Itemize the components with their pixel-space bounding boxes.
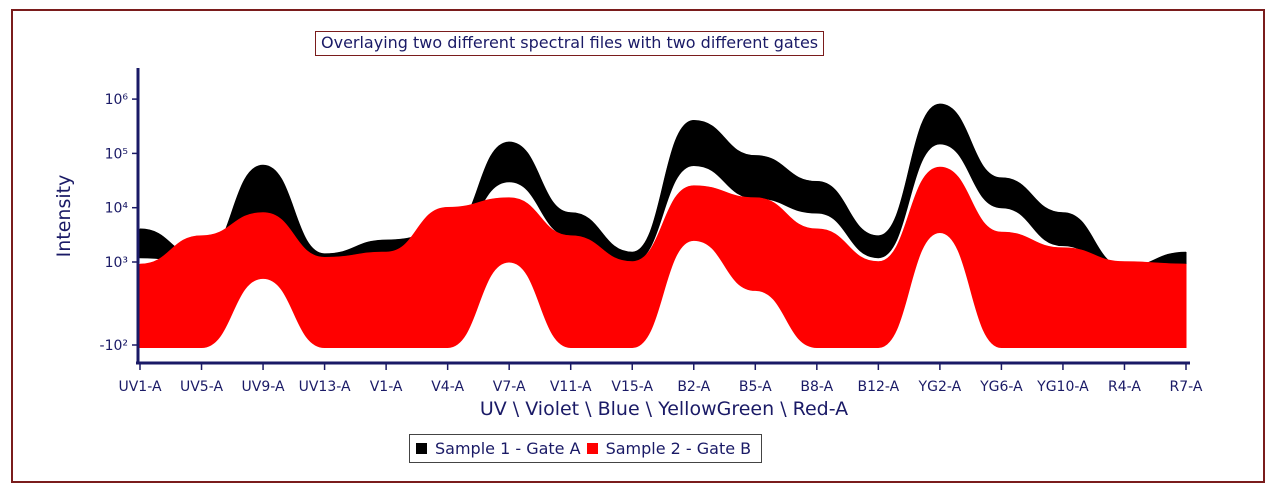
series-line-2	[139, 166, 1187, 266]
y-tick-label: 10³	[105, 255, 128, 271]
legend-swatch-sample-2	[586, 443, 598, 454]
x-tick-label: B8-A	[800, 379, 833, 395]
x-tick-label: UV9-A	[242, 379, 285, 395]
x-tick-label: V4-A	[431, 379, 464, 395]
x-axis-label: UV \ Violet \ Blue \ YellowGreen \ Red-A	[480, 398, 848, 420]
x-tick-label: UV13-A	[299, 379, 351, 395]
legend-label-sample-1: Sample 1 - Gate A	[435, 439, 581, 458]
legend-swatch-sample-1	[416, 443, 427, 454]
x-tick-label: B5-A	[739, 379, 772, 395]
x-tick-label: UV1-A	[118, 379, 161, 395]
x-tick-label: UV5-A	[180, 379, 223, 395]
x-tick-label: V7-A	[493, 379, 526, 395]
x-tick-label: R7-A	[1170, 379, 1203, 395]
legend-label-sample-2: Sample 2 - Gate B	[605, 439, 752, 458]
legend-item-sample-1[interactable]: Sample 1 - Gate A	[416, 439, 581, 458]
x-tick-label: R4-A	[1108, 379, 1141, 395]
legend-item-sample-2[interactable]: Sample 2 - Gate B	[586, 439, 752, 458]
x-tick-label: V1-A	[370, 379, 403, 395]
y-tick-label: 10⁵	[105, 146, 128, 162]
series-line-1	[139, 103, 1187, 269]
x-tick-label: YG2-A	[918, 379, 962, 395]
chart-title: Overlaying two different spectral files …	[315, 31, 825, 56]
x-tick-label: B12-A	[857, 379, 899, 395]
x-tick-label: V15-A	[611, 379, 653, 395]
y-tick-label: 10⁴	[105, 201, 129, 217]
legend: Sample 1 - Gate A Sample 2 - Gate B	[409, 434, 763, 463]
y-tick-label: -10²	[100, 338, 128, 354]
x-tick-label: YG10-A	[1036, 379, 1089, 395]
y-tick-label: 10⁶	[105, 92, 129, 108]
x-tick-label: YG6-A	[979, 379, 1023, 395]
y-axis-label: Intensity	[53, 175, 75, 258]
x-tick-label: V11-A	[550, 379, 592, 395]
x-tick-label: B2-A	[677, 379, 710, 395]
